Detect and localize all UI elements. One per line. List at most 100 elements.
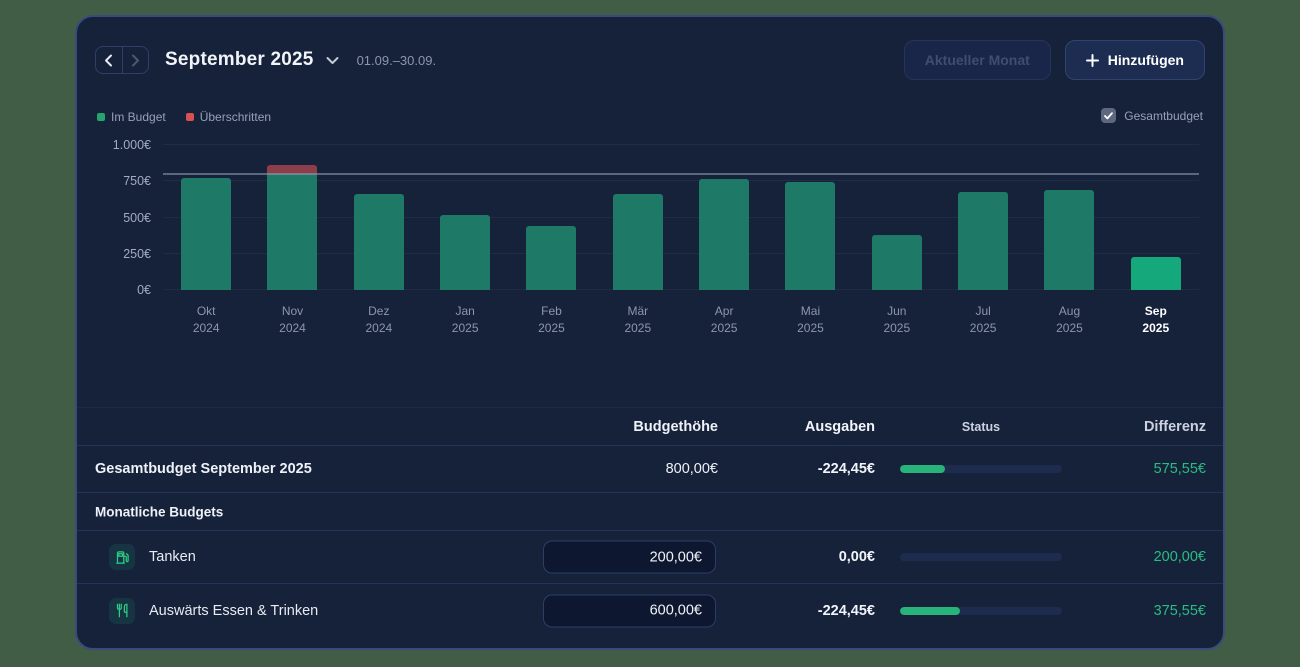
legend-item-in-budget: Im Budget <box>97 110 166 124</box>
x-axis-label-mär: Mär 2025 <box>624 304 652 335</box>
legend-label: Überschritten <box>199 110 272 124</box>
spent-amount: -224,45€ <box>817 602 875 619</box>
status-progressbar <box>900 606 1062 615</box>
bar-stack <box>1130 257 1181 290</box>
bar-in-budget-segment <box>181 178 232 290</box>
bar-stack <box>785 181 836 290</box>
difference-amount: 200,00€ <box>1153 549 1206 565</box>
header-title-row: September 2025 01.09.–30.09. <box>165 46 436 74</box>
prev-month-button[interactable] <box>96 47 123 73</box>
bar-stack <box>181 178 232 290</box>
bar-stack <box>958 192 1009 290</box>
fuel-pump-icon <box>115 550 129 564</box>
chevron-left-icon <box>105 54 113 66</box>
x-axis-label-sep: Sep 2025 <box>1142 304 1170 335</box>
month-dropdown-toggle[interactable] <box>326 56 339 65</box>
y-tick-label: 500€ <box>123 210 151 225</box>
y-tick-label: 750€ <box>123 174 151 189</box>
total-status-progressbar <box>900 465 1062 473</box>
x-axis-label-aug: Aug 2025 <box>1056 304 1083 335</box>
page-title: September 2025 <box>165 49 314 70</box>
total-budget-checkbox[interactable] <box>1101 108 1117 123</box>
column-header-budget: Budgethöhe <box>633 418 718 435</box>
add-button-label: Hinzufügen <box>1107 52 1184 68</box>
in-budget-swatch-icon <box>97 113 105 121</box>
bar-stack <box>353 194 404 290</box>
bar-stack <box>871 234 922 290</box>
total-budget-amount: 800,00€ <box>665 461 718 477</box>
bar-overspend-segment <box>267 165 318 174</box>
budget-amount-input[interactable] <box>543 594 716 627</box>
plus-icon <box>1085 53 1099 67</box>
chevron-down-icon <box>326 56 339 64</box>
bar-apr-2025[interactable] <box>681 145 767 290</box>
category-icon-box <box>109 597 135 624</box>
bar-sep-2025[interactable] <box>1113 145 1199 290</box>
bar-stack <box>440 215 491 290</box>
bar-okt-2024[interactable] <box>163 145 249 290</box>
gridline <box>163 180 1199 182</box>
y-tick-label: 250€ <box>123 246 151 261</box>
x-axis-label-okt: Okt 2024 <box>192 304 220 335</box>
bar-feb-2025[interactable] <box>508 145 594 290</box>
x-axis-label-nov: Nov 2024 <box>279 304 306 335</box>
bar-stack <box>1044 189 1095 290</box>
x-axis-label-dez: Dez 2024 <box>365 304 393 335</box>
y-axis: 0€ 250€ 500€ 750€ 1.000€ <box>99 138 151 297</box>
bar-jan-2025[interactable] <box>422 145 508 290</box>
bar-in-budget-segment <box>785 181 836 290</box>
bar-stack <box>612 194 663 290</box>
monthly-spend-bar-chart: 0€ 250€ 500€ 750€ 1.000€ Okt 2024 Nov 2024 Dez 20… <box>99 138 1199 360</box>
bar-jul-2025[interactable] <box>940 145 1026 290</box>
category-name-cell: Auswärts Essen & Trinken <box>109 597 319 624</box>
bar-mär-2025[interactable] <box>595 145 681 290</box>
total-spent-amount: -224,45€ <box>817 461 875 477</box>
next-month-button[interactable] <box>123 47 149 73</box>
bar-stack <box>526 226 577 290</box>
gridline <box>163 252 1199 254</box>
bar-in-budget-segment <box>353 194 404 290</box>
bar-stack <box>267 165 318 290</box>
chevron-right-icon <box>131 54 139 66</box>
overspent-swatch-icon <box>185 113 194 121</box>
table-row-essen-trinken: Auswärts Essen & Trinken -224,45€ 375,55… <box>77 583 1223 637</box>
bar-in-budget-segment <box>699 179 750 290</box>
x-axis-labels: Okt 2024 Nov 2024 Dez 2024 Jan 2025 Feb 2025 Mär 20… <box>163 303 1199 337</box>
total-budget-checkbox-label: Gesamtbudget <box>1124 108 1203 123</box>
total-difference: 575,55€ <box>1153 461 1206 477</box>
chart-legend: Im Budget Überschritten <box>97 110 271 124</box>
month-nav <box>95 46 149 74</box>
current-month-button[interactable]: Aktueller Monat <box>903 40 1051 80</box>
column-header-difference: Differenz <box>1143 418 1206 435</box>
bar-in-budget-segment <box>1044 189 1095 290</box>
bar-in-budget-segment <box>267 174 318 290</box>
table-row-tanken: Tanken 0,00€ 200,00€ <box>77 530 1223 583</box>
category-icon-box <box>109 544 135 570</box>
category-label: Tanken <box>149 549 196 565</box>
category-label: Auswärts Essen & Trinken <box>149 602 319 619</box>
section-title: Monatliche Budgets <box>95 504 224 519</box>
table-section-row: Monatliche Budgets <box>77 492 1223 530</box>
x-axis-label-jun: Jun 2025 <box>883 304 911 335</box>
x-axis-label-jan: Jan 2025 <box>451 304 479 335</box>
legend-item-overspent: Überschritten <box>185 110 272 124</box>
bar-jun-2025[interactable] <box>854 145 940 290</box>
bar-nov-2024[interactable] <box>249 145 335 290</box>
bar-dez-2024[interactable] <box>336 145 422 290</box>
bar-in-budget-segment <box>871 234 922 290</box>
table-row-total-budget: Gesamtbudget September 2025 800,00€ -224… <box>77 445 1223 492</box>
bar-in-budget-segment <box>440 215 491 290</box>
chart-plot <box>163 144 1199 290</box>
bar-mai-2025[interactable] <box>767 145 853 290</box>
budget-amount-input[interactable] <box>543 540 716 574</box>
budget-reference-line <box>163 173 1199 175</box>
status-progressbar <box>900 553 1062 561</box>
check-icon <box>1104 111 1114 119</box>
bar-in-budget-segment <box>958 192 1009 290</box>
bar-in-budget-segment <box>612 194 663 290</box>
x-axis-label-jul: Jul 2025 <box>969 304 997 335</box>
add-budget-button[interactable]: Hinzufügen <box>1064 40 1205 80</box>
total-budget-name: Gesamtbudget September 2025 <box>95 461 312 477</box>
table-header-row: Budgethöhe Ausgaben Status Differenz <box>77 407 1223 445</box>
bar-aug-2025[interactable] <box>1026 145 1112 290</box>
